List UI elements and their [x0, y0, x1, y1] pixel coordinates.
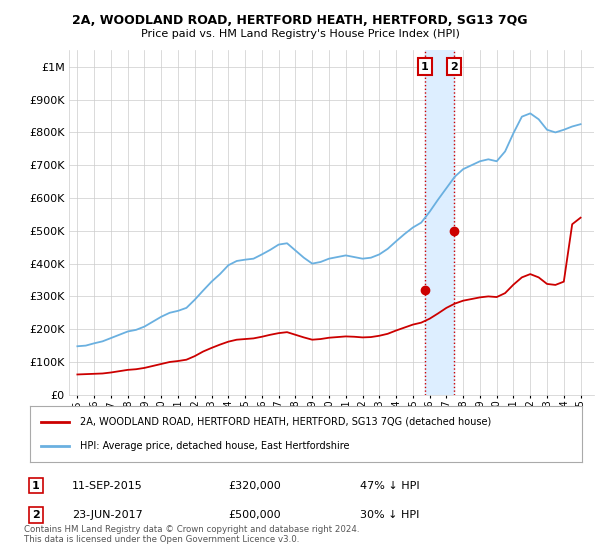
Text: 30% ↓ HPI: 30% ↓ HPI: [360, 510, 419, 520]
Bar: [425, 50, 454, 395]
Text: 2A, WOODLAND ROAD, HERTFORD HEATH, HERTFORD, SG13 7QG: 2A, WOODLAND ROAD, HERTFORD HEATH, HERTF…: [72, 14, 528, 27]
Text: 23-JUN-2017: 23-JUN-2017: [72, 510, 143, 520]
Text: 1: 1: [32, 480, 40, 491]
Text: Price paid vs. HM Land Registry's House Price Index (HPI): Price paid vs. HM Land Registry's House …: [140, 29, 460, 39]
Text: 2A, WOODLAND ROAD, HERTFORD HEATH, HERTFORD, SG13 7QG (detached house): 2A, WOODLAND ROAD, HERTFORD HEATH, HERTF…: [80, 417, 491, 427]
Text: 2: 2: [32, 510, 40, 520]
Text: HPI: Average price, detached house, East Hertfordshire: HPI: Average price, detached house, East…: [80, 441, 349, 451]
Text: Contains HM Land Registry data © Crown copyright and database right 2024.
This d: Contains HM Land Registry data © Crown c…: [24, 525, 359, 544]
Text: £320,000: £320,000: [228, 480, 281, 491]
Text: 11-SEP-2015: 11-SEP-2015: [72, 480, 143, 491]
Text: 2: 2: [450, 62, 458, 72]
Text: 1: 1: [421, 62, 428, 72]
Text: £500,000: £500,000: [228, 510, 281, 520]
Text: 47% ↓ HPI: 47% ↓ HPI: [360, 480, 419, 491]
